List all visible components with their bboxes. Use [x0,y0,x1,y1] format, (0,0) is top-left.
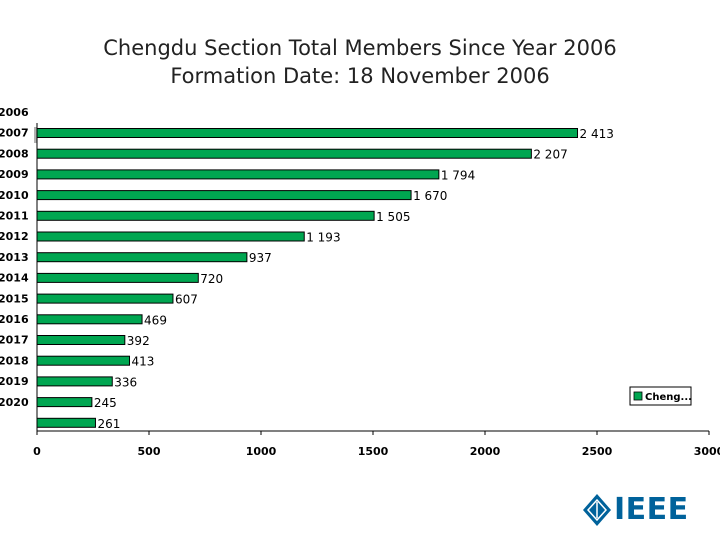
bar [36,272,199,283]
bar-value-label: 607 [175,293,198,307]
chart-title: Chengdu Section Total Members Since Year… [103,36,617,60]
bars [36,128,579,428]
bar-value-label: 1 670 [413,189,447,203]
ieee-logo: IEEE [582,492,692,528]
x-tick-label: 1500 [358,445,389,458]
bar [36,335,126,345]
y-tick-label: 2018 [0,354,29,367]
bar [36,376,113,387]
bar [36,293,174,304]
diamond-logo-icon [583,494,611,526]
y-tick-label: 2015 [0,292,29,305]
bar-value-label: 413 [132,355,155,369]
y-tick-label: 2014 [0,272,29,285]
x-tick-label: 2000 [470,445,501,458]
bar [36,128,579,138]
y-tick-label: 2012 [0,230,29,243]
bar [36,252,248,263]
bar-value-label: 261 [97,417,120,431]
y-tick-label: 2020 [0,396,29,409]
y-tick-label: 2016 [0,313,29,326]
bar-value-label: 2 207 [533,148,567,162]
y-tick-label: 2010 [0,189,29,202]
logo-text: IEEE [614,492,689,527]
bar [36,397,93,408]
bar-value-label: 392 [127,334,150,348]
bar [36,190,412,201]
bar [36,355,131,366]
bar-value-label: 1 193 [306,231,340,245]
bar-value-label: 1 794 [441,168,475,182]
y-tick-label: 2019 [0,375,29,388]
bar [36,417,96,428]
bar [36,314,143,325]
bar [36,169,440,180]
y-tick-label: 2006 [0,106,29,119]
y-tick-label: 2008 [0,147,29,160]
x-tick-labels: 0 500 1000 1500 2000 2500 3000 [33,431,720,458]
y-tick-label: 2009 [0,168,29,181]
legend-box [629,386,692,406]
bar-value-label: 937 [249,251,272,265]
y-tick-label: 2007 [0,127,29,140]
legend: Cheng... [629,386,692,406]
x-tick-label: 1000 [246,445,277,458]
bar-value-label: 720 [200,272,223,286]
y-tick-labels: 2006 2007 2008 2009 2010 2011 2012 2013 2014 2015… [0,106,29,409]
legend-swatch [633,391,643,401]
bar [36,148,532,159]
y-tick-label: 2013 [0,251,29,264]
bar [36,231,305,242]
bar-value-label: 245 [94,396,117,410]
bar [36,210,375,221]
x-tick-label: 500 [138,445,161,458]
bar-value-label: 336 [114,375,137,389]
y-tick-label: 2017 [0,334,29,347]
x-tick-label: 3000 [694,445,720,458]
x-tick-label: 2500 [582,445,613,458]
y-tick-label: 2011 [0,210,29,223]
bar-value-label: 2 413 [580,127,614,141]
bar-value-label: 1 505 [376,210,410,224]
chart-subtitle: Formation Date: 18 November 2006 [170,64,550,88]
legend-label: Cheng... [645,392,692,403]
x-tick-label: 0 [33,445,41,458]
bar-value-label: 469 [144,313,167,327]
